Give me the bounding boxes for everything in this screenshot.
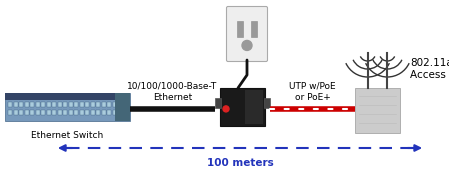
Bar — [74, 110, 78, 115]
Bar — [251, 21, 257, 37]
Bar — [113, 110, 116, 115]
Bar — [91, 110, 94, 115]
Bar — [107, 110, 111, 115]
Bar — [91, 102, 94, 107]
Bar — [101, 110, 106, 115]
Bar — [123, 110, 128, 115]
Bar — [13, 110, 18, 115]
Circle shape — [242, 40, 252, 50]
Bar — [220, 88, 265, 126]
Bar — [215, 98, 221, 108]
Bar — [41, 110, 45, 115]
Bar — [69, 102, 72, 107]
Bar — [47, 110, 50, 115]
Bar — [57, 110, 62, 115]
Bar — [35, 102, 40, 107]
Text: Ethernet Switch: Ethernet Switch — [31, 131, 104, 140]
Bar — [13, 102, 18, 107]
Bar — [63, 110, 67, 115]
Text: Ethernet: Ethernet — [153, 93, 192, 102]
Bar — [237, 21, 243, 37]
Bar — [79, 102, 84, 107]
Bar — [101, 102, 106, 107]
Bar — [96, 102, 100, 107]
Bar — [47, 102, 50, 107]
Text: 10/100/1000-Base-T: 10/100/1000-Base-T — [128, 82, 218, 91]
Bar — [123, 102, 128, 107]
Bar — [5, 93, 130, 100]
Bar — [113, 102, 116, 107]
Bar — [74, 102, 78, 107]
Bar — [118, 110, 122, 115]
Circle shape — [223, 106, 229, 112]
Bar — [355, 88, 400, 133]
Bar — [52, 102, 56, 107]
Bar — [5, 93, 130, 121]
Bar — [8, 110, 12, 115]
Bar — [264, 98, 270, 108]
Bar — [25, 102, 28, 107]
Bar — [19, 110, 23, 115]
Bar — [30, 110, 34, 115]
Bar — [85, 102, 89, 107]
Bar — [118, 102, 122, 107]
Bar — [107, 102, 111, 107]
Bar — [41, 102, 45, 107]
Bar — [245, 90, 263, 124]
Text: 802.11ac
Access Point: 802.11ac Access Point — [410, 58, 449, 80]
Text: or PoE+: or PoE+ — [295, 93, 330, 102]
Bar — [25, 110, 28, 115]
Bar — [63, 102, 67, 107]
Bar — [79, 110, 84, 115]
Bar — [52, 110, 56, 115]
Bar — [57, 102, 62, 107]
Bar — [19, 102, 23, 107]
Bar — [30, 102, 34, 107]
Bar — [96, 110, 100, 115]
Text: UTP w/PoE: UTP w/PoE — [289, 82, 336, 91]
Text: 100 meters: 100 meters — [207, 158, 273, 168]
Bar — [8, 102, 12, 107]
Bar — [115, 93, 130, 121]
Bar — [85, 110, 89, 115]
Bar — [35, 110, 40, 115]
Bar — [69, 110, 72, 115]
FancyBboxPatch shape — [226, 6, 268, 62]
